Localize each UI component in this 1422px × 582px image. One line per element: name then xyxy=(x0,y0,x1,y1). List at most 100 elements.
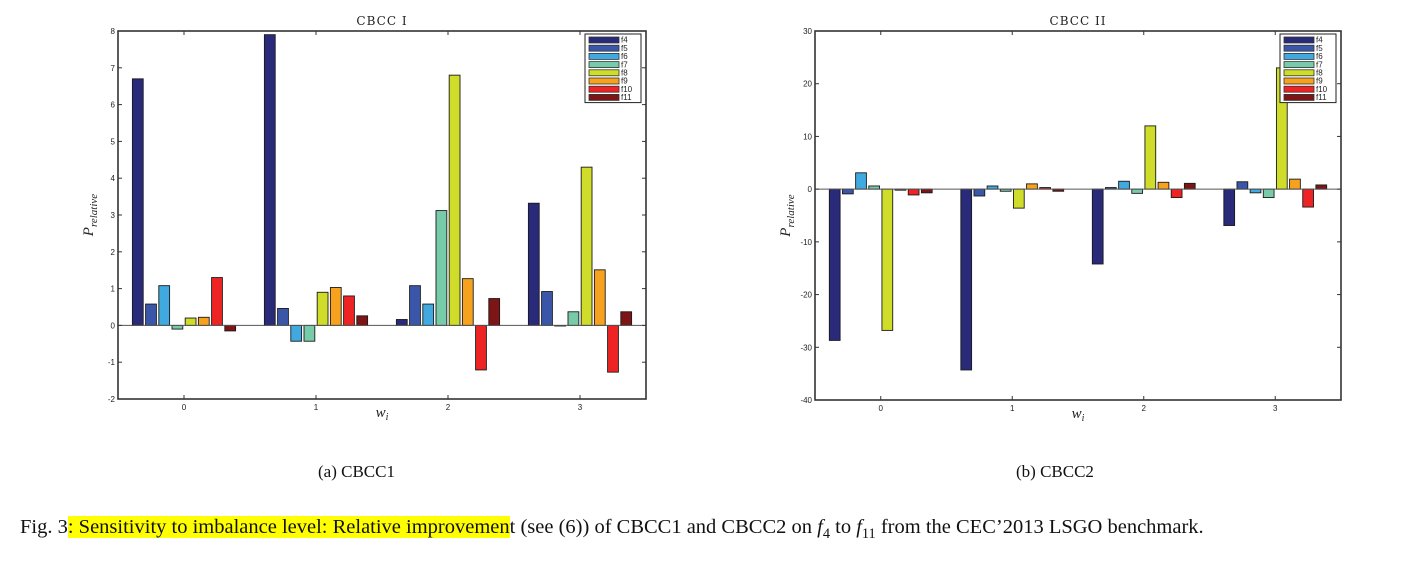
legend-swatch-f4 xyxy=(1283,36,1315,44)
legend-label-f5: f5 xyxy=(621,44,628,53)
bar-f7-w3 xyxy=(1262,188,1275,199)
bar-f8-w2 xyxy=(1144,125,1157,190)
bar-f11-w2 xyxy=(1183,182,1196,190)
legend-swatch-f9 xyxy=(588,77,620,85)
caption-part2: from the CEC’2013 LSGO benchmark. xyxy=(875,516,1204,538)
caption-prefix: Fig. 3 xyxy=(20,516,68,538)
bar-f6-w1 xyxy=(290,324,303,342)
bar-f7-w2 xyxy=(435,210,448,326)
caption-f4-sub: 4 xyxy=(822,526,831,543)
bar-f4-w1 xyxy=(263,34,276,326)
legend-swatch-f7 xyxy=(1283,61,1315,68)
y-tick-label: 1 xyxy=(111,285,116,294)
bar-f6-w2 xyxy=(1118,180,1130,190)
caption-f4-main: f xyxy=(817,516,823,538)
bar-f6-w2 xyxy=(422,303,435,326)
legend-swatch-f7 xyxy=(588,61,620,68)
bar-f4-w0 xyxy=(828,188,841,341)
bar-f8-w1 xyxy=(1012,188,1025,209)
bar-f4-w3 xyxy=(1223,188,1236,226)
y-axis-label-sub: relative xyxy=(88,194,100,227)
y-tick-label: -10 xyxy=(800,238,812,247)
plot-frame xyxy=(814,30,1342,401)
legend-label-f9: f9 xyxy=(621,77,628,86)
bar-f5-w0 xyxy=(145,303,157,326)
x-tick-label: 1 xyxy=(1010,404,1015,413)
bar-f9-w2 xyxy=(461,278,474,326)
y-axis-label-sub: relative xyxy=(785,194,797,227)
caption-highlight: : Sensitivity to imbalance level: Relati… xyxy=(67,516,510,538)
bar-f5-w3 xyxy=(1236,181,1249,190)
bar-f5-w1 xyxy=(973,188,986,197)
caption-f11-sub: 11 xyxy=(861,526,876,543)
legend-swatch-f9 xyxy=(1283,77,1315,85)
caption-to: to xyxy=(830,516,857,538)
legend-swatch-f11 xyxy=(1283,94,1315,101)
legend-swatch-f8 xyxy=(588,69,620,77)
chart-cbcc2: CBCC II -40 -30 -20 -10 0 10 20 30 0 1 2 3 wi Prelativ… xyxy=(778,14,1342,424)
legend-swatch-f5 xyxy=(588,44,620,52)
y-tick-label: 5 xyxy=(111,137,116,146)
legend-swatch-f5 xyxy=(1283,44,1315,52)
bar-f5-w2 xyxy=(409,285,421,326)
y-tick-label: 6 xyxy=(111,101,116,110)
legend-label-f11: f11 xyxy=(621,93,632,102)
y-tick-label: -2 xyxy=(108,395,116,404)
legend-swatch-f6 xyxy=(588,53,620,60)
bar-f9-w2 xyxy=(1157,181,1170,190)
y-tick-label: 20 xyxy=(803,80,812,89)
bar-f8-w0 xyxy=(881,188,894,331)
bar-f11-w0 xyxy=(224,324,237,332)
chart-title: CBCC II xyxy=(1050,14,1107,28)
legend-label-f9: f9 xyxy=(1316,77,1323,86)
x-axis-label: wi xyxy=(376,405,389,423)
caption-f11-main: f xyxy=(856,516,862,538)
bar-f8-w2 xyxy=(448,74,461,326)
bar-f5-w0 xyxy=(842,188,854,195)
bar-f10-w2 xyxy=(475,324,487,371)
x-tick-label: 0 xyxy=(879,404,884,413)
legend-swatch-f4 xyxy=(588,36,620,44)
bar-f7-w3 xyxy=(567,311,580,326)
figure-caption: Fig. 3: Sensitivity to imbalance level: … xyxy=(20,514,1420,547)
bar-f10-w1 xyxy=(343,295,355,326)
y-axis-label-main: P xyxy=(81,227,97,237)
bar-f4-w2 xyxy=(1091,188,1104,265)
chart-cbcc1: CBCC I -2 -1 0 1 2 3 4 5 6 7 8 0 1 2 3 wi Prelative f4f5f6… xyxy=(81,14,647,423)
y-tick-label: 10 xyxy=(803,132,812,141)
bar-f5-w3 xyxy=(541,291,553,326)
caption-part1: t (see (6)) of CBCC1 and CBCC2 on xyxy=(509,516,818,538)
bar-f10-w0 xyxy=(907,188,920,196)
y-tick-label: -1 xyxy=(108,358,116,367)
legend-label-f8: f8 xyxy=(1316,69,1323,78)
legend-label-f4: f4 xyxy=(1316,36,1323,45)
bar-f4-w0 xyxy=(131,78,144,326)
x-axis-label-main: w xyxy=(376,405,386,421)
legend-label-f6: f6 xyxy=(621,52,628,61)
bar-f7-w1 xyxy=(303,324,316,342)
legend-swatch-f6 xyxy=(1283,53,1315,60)
bar-f7-w0 xyxy=(171,324,184,330)
caption-f4: f4 xyxy=(817,516,830,542)
x-tick-label: 3 xyxy=(578,403,583,412)
x-axis-label-sub: i xyxy=(1082,413,1085,424)
bar-f6-w0 xyxy=(158,285,171,326)
y-tick-label: 4 xyxy=(111,174,116,183)
y-tick-label: -30 xyxy=(800,343,812,352)
legend-label-f10: f10 xyxy=(621,85,633,94)
legend-label-f7: f7 xyxy=(1316,60,1323,69)
bar-f11-w1 xyxy=(356,315,369,326)
bar-f10-w3 xyxy=(1302,188,1314,208)
bar-f5-w1 xyxy=(277,308,289,326)
x-axis-label-main: w xyxy=(1072,406,1082,422)
bar-f4-w2 xyxy=(395,319,408,326)
y-axis-label: Prelative xyxy=(778,194,797,237)
y-tick-label: 0 xyxy=(111,321,116,330)
chart-title: CBCC I xyxy=(356,14,407,28)
subcaption-b: (b) CBCC2 xyxy=(1016,462,1094,481)
y-tick-label: 3 xyxy=(111,211,116,220)
subcaption-a: (a) CBCC1 xyxy=(318,462,395,481)
bar-f4-w3 xyxy=(527,202,540,326)
bar-f8-w1 xyxy=(316,291,329,326)
bar-f8-w0 xyxy=(184,317,197,326)
